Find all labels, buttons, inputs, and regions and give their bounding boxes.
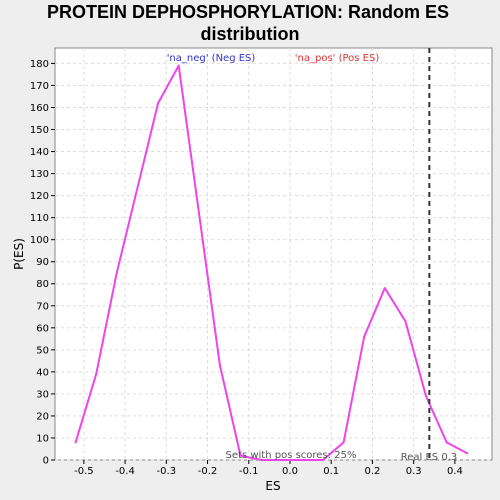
grid [55, 48, 492, 461]
data-point [280, 459, 283, 461]
es-distribution-line [74, 64, 468, 461]
x-tick-label: 0.0 [282, 466, 298, 477]
x-tick-label: 0.3 [406, 466, 422, 477]
data-point [157, 102, 160, 105]
y-tick-label: 160 [30, 103, 49, 114]
data-point [342, 441, 345, 444]
data-point [177, 64, 180, 67]
data-point [260, 459, 263, 461]
y-axis: 0 10 20 30 40 50 60 70 80 90 100 110 120 130 140 150 160… [30, 59, 55, 467]
y-tick-label: 120 [30, 191, 49, 202]
data-point [301, 459, 304, 461]
y-tick-label: 170 [30, 81, 49, 92]
y-tick-label: 60 [36, 323, 49, 334]
pos-es-legend: 'na_pos' (Pos ES) [295, 53, 380, 64]
x-axis: -0.5 -0.4 -0.3 -0.2 -0.1 0.0 0.1 0.2 0.3 0.4 [74, 460, 463, 477]
plot-area [54, 47, 493, 461]
chart-title-line-2: distribution [201, 24, 300, 44]
data-point [425, 395, 428, 398]
x-tick-label: 0.4 [447, 466, 463, 477]
x-tick-label: -0.2 [198, 466, 218, 477]
y-tick-label: 180 [30, 59, 49, 70]
y-tick-label: 50 [36, 345, 49, 356]
data-point [363, 335, 366, 338]
es-data-points [74, 64, 469, 461]
y-tick-label: 150 [30, 125, 49, 136]
x-tick-label: 0.1 [323, 466, 339, 477]
data-point [321, 459, 324, 461]
y-tick-label: 140 [30, 147, 49, 158]
x-tick-label: -0.3 [157, 466, 177, 477]
pos-scores-annotation: Sets with pos scores: 25% [226, 450, 357, 461]
neg-es-legend: 'na_neg' (Neg ES) [167, 53, 256, 64]
y-tick-label: 40 [36, 367, 49, 378]
data-point [445, 441, 448, 444]
data-point [404, 320, 407, 323]
x-axis-label: ES [265, 479, 280, 493]
x-tick-label: -0.1 [239, 466, 259, 477]
y-tick-label: 90 [36, 257, 49, 268]
y-tick-label: 70 [36, 301, 49, 312]
data-point [239, 454, 242, 457]
data-point [466, 452, 469, 455]
y-axis-label: P(ES) [12, 238, 26, 270]
data-point [95, 373, 98, 376]
y-tick-label: 30 [36, 389, 49, 400]
y-tick-label: 110 [30, 213, 49, 224]
y-tick-label: 0 [43, 456, 49, 467]
x-tick-label: -0.4 [115, 466, 135, 477]
data-point [74, 441, 77, 444]
x-tick-label: 0.2 [364, 466, 380, 477]
y-tick-label: 80 [36, 279, 49, 290]
y-tick-label: 100 [30, 235, 49, 246]
data-point [115, 271, 118, 274]
x-tick-label: -0.5 [74, 466, 94, 477]
y-tick-label: 130 [30, 169, 49, 180]
y-tick-label: 20 [36, 411, 49, 422]
real-es-annotation: Real ES 0.3 [401, 452, 457, 463]
data-point [383, 287, 386, 290]
data-point [218, 364, 221, 367]
chart-title-line-1: PROTEIN DEPHOSPHORYLATION: Random ES [47, 2, 449, 22]
y-tick-label: 10 [36, 433, 49, 444]
